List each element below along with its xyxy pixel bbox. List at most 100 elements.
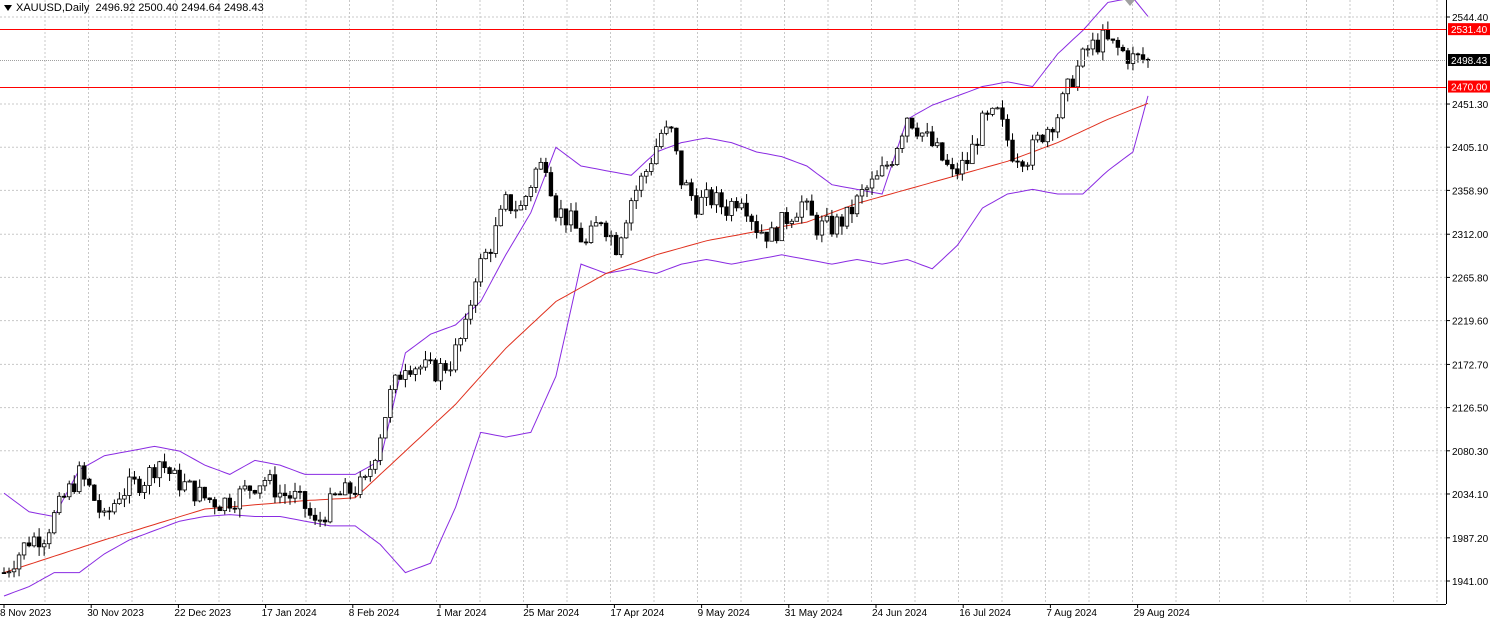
candle-body [623,222,629,239]
x-tick-label: 17 Jan 2024 [262,608,317,619]
candle-body [909,117,915,129]
candle-body [894,147,900,165]
candle-body [754,221,759,233]
candle-body [523,196,529,206]
candle-body [779,212,784,242]
candle-body [749,215,754,222]
candle-body [137,478,142,493]
candle-body [819,220,825,236]
candle-body [618,237,624,256]
candle-body [613,234,619,256]
candle-body [553,195,559,218]
candle-body [322,519,328,523]
symbol-menu-triangle-icon[interactable] [4,5,12,12]
y-tick-label: 2405.10 [1452,143,1489,154]
candle-body [227,497,232,509]
candle-body [679,150,684,186]
chart-shift-triangle-icon[interactable] [1125,0,1135,6]
x-tick-label: 17 Apr 2024 [610,608,664,619]
candle-body [704,189,709,198]
candle-body [438,363,443,382]
candle-body [358,476,363,495]
candle-body [443,363,448,371]
candle-body [699,196,704,215]
candle-body [1135,53,1141,56]
candle-body [46,532,52,545]
candle-body [1010,139,1015,162]
candle-body [1100,29,1106,53]
candle-body [6,571,12,574]
price-level-badge[interactable] [1448,23,1490,36]
candle-body [1070,78,1075,88]
candle-body [132,476,137,480]
chart-header: XAUUSD,Daily 2496.92 2500.40 2494.64 249… [4,2,264,14]
candle-body [684,182,689,186]
candle-body [41,543,47,548]
candle-body [859,189,865,197]
candle-body [1040,134,1045,143]
candle-body [884,164,890,167]
candle-body [1095,39,1101,53]
candle-body [418,366,423,370]
candle-body [1085,48,1090,51]
candle-body [829,215,835,235]
candle-body [393,374,398,390]
candle-body [433,359,438,382]
candle-body [1140,54,1146,60]
candle-body [342,482,348,496]
candle-body [854,195,860,215]
candle-body [598,222,604,225]
candle-body [423,359,428,368]
current-price-badge [1448,54,1490,66]
x-tick-label: 8 Nov 2023 [0,608,52,619]
candle-body [985,112,990,115]
candle-body [864,187,870,190]
candle-body [1115,39,1121,48]
candle-body [332,493,338,496]
y-tick-label: 1941.00 [1452,577,1489,588]
candle-body [36,536,42,548]
candle-body [192,480,197,502]
candle-body [950,164,955,170]
candle-body [56,495,62,514]
candle-body [287,495,293,499]
candle-body [478,258,483,283]
candle-body [242,485,248,490]
candle-body [608,234,614,238]
candle-body [312,514,318,521]
candle-body [102,510,107,513]
candle-body [237,488,243,510]
candle-body [628,200,634,224]
candle-body [297,490,303,493]
candle-body [508,194,513,212]
x-tick-label: 22 Dec 2023 [174,608,231,619]
candle-body [889,164,895,166]
candle-body [348,482,353,494]
candle-body [212,499,217,508]
candle-body [277,492,283,498]
candle-body [518,205,524,211]
candle-body [292,490,298,499]
candle-body [548,172,554,197]
candle-body [307,508,313,516]
candle-body [72,483,77,493]
candle-body [453,344,458,371]
candle-body [337,493,343,496]
candle-body [930,131,935,147]
candle-body [899,135,905,149]
candle-body [1055,117,1060,133]
candle-body [1000,107,1005,120]
price-level-badge[interactable] [1448,80,1490,93]
candle-body [383,417,388,439]
candle-body [904,117,910,137]
y-tick-label: 2172.70 [1452,360,1489,371]
candle-body [97,500,102,513]
candle-body [538,161,544,170]
candle-body [122,495,127,500]
candle-body [980,112,985,146]
bollinger-upper-line [3,0,1149,518]
candle-body [232,507,238,510]
candle-body [77,465,82,493]
